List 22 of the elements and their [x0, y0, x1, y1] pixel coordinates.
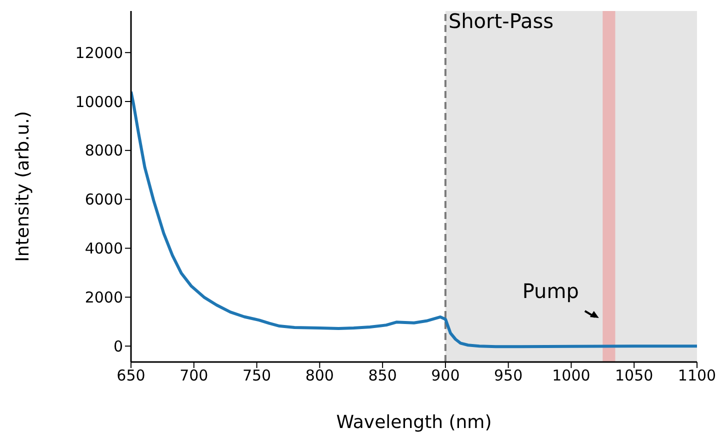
y-tick-label: 8000 [84, 142, 123, 160]
y-tick-label: 10000 [75, 92, 123, 111]
x-tick-label: 1050 [615, 366, 654, 385]
y-tick-label: 12000 [75, 44, 123, 62]
y-axis-title: Intensity (arb.u.) [12, 111, 34, 262]
x-axis-title: Wavelength (nm) [336, 412, 492, 433]
y-tick-label: 4000 [84, 240, 123, 258]
annotation: Pump [522, 278, 579, 303]
x-tick-label: 900 [431, 366, 460, 385]
x-tick-label: 800 [305, 366, 334, 385]
x-tick-label: 750 [242, 366, 272, 385]
y-tick-label: 6000 [84, 190, 123, 209]
x-tick-label: 1000 [552, 366, 590, 385]
x-tick-label: 850 [368, 366, 397, 385]
line-series [131, 90, 697, 348]
x-tick-label: 950 [494, 366, 523, 385]
x-tick-label: 700 [180, 366, 208, 385]
y-tick-label: 0 [113, 337, 123, 356]
x-tick-label: 650 [116, 366, 146, 385]
x-tick-label: 1100 [678, 366, 716, 385]
band-label: Short-Pass [448, 9, 554, 34]
y-tick-label: 2000 [84, 288, 123, 307]
